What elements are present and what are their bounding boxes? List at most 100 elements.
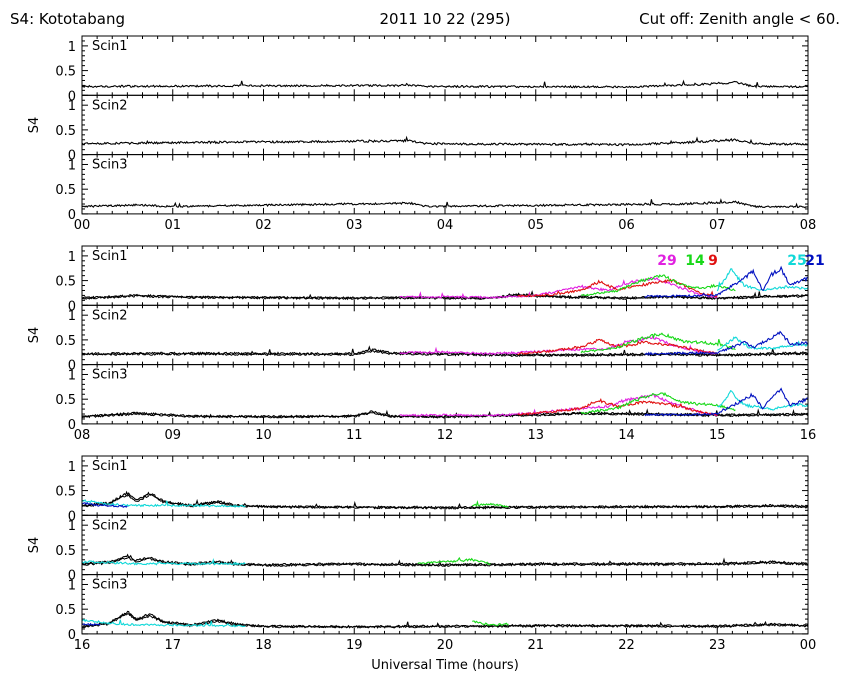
y-tick-label: 1 <box>68 250 76 265</box>
x-tick-label: 12 <box>437 428 454 443</box>
x-tick-label: 23 <box>709 638 726 653</box>
series-line-black <box>82 79 808 89</box>
series-line-cyan <box>716 389 808 411</box>
series-line-black-2 <box>82 613 808 629</box>
panel-scin2: 0 0.5 1 Scin2 <box>55 304 809 374</box>
series-line-cyan <box>717 336 808 351</box>
x-tick-label: 05 <box>527 218 544 233</box>
series-line-blue <box>644 330 808 356</box>
series-line-cyan <box>82 558 246 566</box>
panel-label: Scin3 <box>92 578 128 593</box>
panel-label: Scin1 <box>92 249 128 264</box>
x-tick-label: 00 <box>800 638 817 653</box>
x-tick-label: 00 <box>74 218 91 233</box>
y-tick-label: 1 <box>68 40 76 55</box>
x-tick-label: 16 <box>800 428 817 443</box>
series-line-black-2 <box>82 411 808 419</box>
panel-series <box>82 387 808 419</box>
series-line-black <box>82 135 808 147</box>
satellite-label-29: 29 <box>657 253 676 269</box>
y-tick-label: 1 <box>68 578 76 593</box>
plot-block-1: 0 0.5 1 Scin1 0 0.5 1 Scin2 0 0.5 1 Scin3 S4 00 01 02 03… <box>27 35 817 233</box>
panel-series <box>82 79 808 89</box>
y-tick-label: 1 <box>68 519 76 534</box>
x-tick-label: 22 <box>618 638 635 653</box>
series-line-cyan <box>82 499 246 508</box>
panel-series <box>82 330 808 358</box>
panel-label: Scin2 <box>92 518 128 533</box>
series-line-cyan <box>716 268 808 292</box>
x-tick-label: 17 <box>164 638 181 653</box>
y-tick-label: 1 <box>68 368 76 383</box>
series-line-black <box>82 198 808 209</box>
series-line-black-2 <box>82 350 808 358</box>
figure-header: S4: Kototabang 2011 10 22 (295) Cut off:… <box>10 10 840 28</box>
y-axis-label: S4 <box>27 327 42 344</box>
series-line-red <box>517 397 718 417</box>
satellite-label-21: 21 <box>805 253 824 269</box>
panel-label: Scin3 <box>92 368 128 383</box>
panel-series <box>82 610 808 629</box>
x-tick-label: 08 <box>800 218 817 233</box>
x-tick-label: 21 <box>527 638 544 653</box>
date-title: 2011 10 22 (295) <box>380 10 511 28</box>
y-tick-label: 0 <box>68 208 76 223</box>
series-line-black-2 <box>82 293 808 301</box>
panel-label: Scin1 <box>92 39 128 54</box>
x-tick-label: 09 <box>164 428 181 443</box>
y-tick-label: 1 <box>68 99 76 114</box>
satellite-label-14: 14 <box>685 253 705 269</box>
y-tick-label: 0.5 <box>55 603 76 618</box>
series-line-magenta <box>399 334 718 356</box>
y-tick-label: 0 <box>68 89 76 104</box>
panel-scin3: 0 0.5 1 Scin3 <box>55 574 809 643</box>
y-tick-label: 0.5 <box>55 544 76 559</box>
x-tick-label: 16 <box>74 638 91 653</box>
series-line-green <box>417 556 491 565</box>
panel-frame <box>81 574 809 635</box>
panel-scin3: 0 0.5 1 Scin3 <box>55 364 809 433</box>
y-tick-label: 0 <box>68 569 76 584</box>
y-tick-label: 0 <box>68 509 76 524</box>
panel-frame <box>81 364 809 425</box>
y-tick-label: 0.5 <box>55 393 76 408</box>
series-line-black <box>82 610 808 629</box>
panel-series <box>82 553 808 568</box>
series-line-green <box>580 332 736 354</box>
panel-scin3: 0 0.5 1 Scin3 <box>55 154 809 223</box>
panel-series <box>82 490 808 510</box>
y-tick-label: 1 <box>68 460 76 475</box>
x-tick-label: 08 <box>74 428 91 443</box>
x-tick-label: 14 <box>618 428 635 443</box>
x-tick-label: 03 <box>346 218 363 233</box>
panel-scin1: 0 0.5 1 Scin1 <box>55 455 809 524</box>
series-line-green <box>472 620 509 627</box>
panel-label: Scin2 <box>92 308 128 323</box>
x-tick-label: 13 <box>527 428 544 443</box>
y-tick-label: 0 <box>68 299 76 314</box>
x-tick-label: 01 <box>164 218 181 233</box>
series-line-black-2 <box>82 493 808 510</box>
y-tick-label: 0.5 <box>55 124 76 139</box>
series-line-blue <box>644 265 808 298</box>
x-tick-label: 20 <box>437 638 454 653</box>
series-line-blue <box>82 622 101 627</box>
x-axis-label: Universal Time (hours) <box>371 658 519 673</box>
panel-label: Scin3 <box>92 158 128 173</box>
y-tick-label: 0.5 <box>55 334 76 349</box>
plot-block-2: 0 0.5 1 Scin1 0 0.5 1 Scin2 0 0.5 1 Scin3 S4 08 09 10 11… <box>27 245 825 443</box>
x-tick-label: 19 <box>346 638 363 653</box>
panel-scin2: 0 0.5 1 Scin2 <box>55 94 809 164</box>
series-line-green <box>472 500 509 508</box>
cutoff-title: Cut off: Zenith angle < 60. <box>639 10 840 28</box>
series-line-blue <box>644 387 808 417</box>
panel-frame <box>81 154 809 215</box>
y-axis-label: S4 <box>27 117 42 134</box>
y-tick-label: 1 <box>68 158 76 173</box>
y-tick-label: 0 <box>68 418 76 433</box>
panel-frame <box>81 94 809 156</box>
y-tick-label: 0.5 <box>55 65 76 80</box>
plot-block-3: 0 0.5 1 Scin1 0 0.5 1 Scin2 0 0.5 1 Scin3 S4 16 17 18 19… <box>27 455 817 653</box>
x-tick-label: 02 <box>255 218 272 233</box>
